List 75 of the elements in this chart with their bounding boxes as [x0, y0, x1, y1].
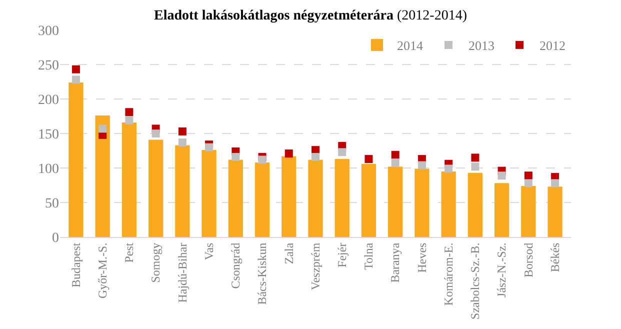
point: [444, 164, 453, 173]
bar: [494, 183, 510, 237]
point: [178, 127, 186, 136]
x-tick-label: Győr-M.-S.: [95, 242, 110, 299]
x-tick-label: Vas: [202, 242, 216, 260]
x-tick-label: Csongrád: [228, 242, 243, 289]
x-tick-label: Budapest: [68, 242, 83, 288]
x-tick-label: Zala: [282, 242, 296, 264]
y-tick-label: 200: [38, 92, 59, 108]
x-tick-label: Pest: [122, 242, 136, 263]
legend-label: 2012: [540, 38, 566, 54]
bar: [468, 172, 483, 237]
point: [524, 179, 532, 188]
bar: [521, 186, 536, 237]
y-tick-label: 300: [38, 24, 59, 39]
bar: [308, 160, 323, 237]
point: [232, 152, 240, 161]
point: [391, 158, 400, 166]
x-tick-label: Tolna: [362, 242, 376, 270]
bar: [175, 145, 190, 237]
bar: [548, 186, 562, 237]
bar: [388, 166, 403, 237]
x-tick-label: Fejér: [335, 242, 350, 268]
point: [498, 172, 506, 180]
point: [364, 155, 373, 164]
point: [391, 150, 400, 159]
x-tick-label: Heves: [414, 242, 429, 273]
point: [524, 172, 532, 180]
bar: [228, 160, 243, 237]
x-tick-label: Veszprém: [308, 242, 322, 290]
point: [152, 130, 160, 138]
bar: [95, 116, 110, 237]
point: [178, 138, 186, 146]
point: [98, 124, 107, 133]
bar: [414, 168, 430, 237]
y-tick-label: 50: [45, 196, 59, 212]
point: [72, 76, 80, 84]
bar: [441, 171, 456, 237]
bar: [122, 122, 137, 237]
y-tick-label: 250: [38, 58, 59, 74]
point: [471, 154, 480, 162]
y-tick-label: 100: [38, 162, 59, 177]
point: [551, 179, 560, 188]
point: [72, 65, 80, 74]
x-tick-label: Békés: [548, 242, 562, 272]
legend-label: 2014: [397, 38, 424, 54]
bar: [202, 150, 216, 237]
y-tick-label: 0: [52, 230, 59, 246]
y-tick-label: 150: [38, 127, 59, 142]
point: [125, 108, 134, 116]
x-tick-label: Borsod: [521, 242, 536, 278]
x-tick-label: Baranya: [388, 242, 402, 283]
point: [258, 156, 266, 164]
bar: [148, 140, 164, 237]
chart-subtitle: (2012-2014): [397, 8, 468, 24]
point: [471, 162, 480, 171]
x-tick-label: Somogy: [148, 242, 163, 283]
bar: [254, 162, 270, 237]
x-tick-label: Bács-Kiskun: [255, 242, 270, 305]
x-tick-label: Hajdú-Bihar: [175, 242, 190, 303]
x-tick-label: Szabolcs-Sz.-B.: [468, 242, 482, 320]
chart-title: Eladott lakásokátlagos négyzetméterára: [154, 8, 394, 24]
bar: [334, 159, 350, 237]
x-tick-label: Komárom-E.: [441, 242, 456, 306]
bar: [282, 156, 296, 237]
point: [338, 148, 346, 156]
legend-label: 2013: [468, 38, 494, 54]
point: [125, 116, 134, 124]
point: [418, 161, 426, 170]
x-tick-label: Jász-N.-Sz.: [494, 242, 509, 298]
point: [205, 143, 214, 152]
point: [284, 150, 293, 158]
bar: [361, 164, 376, 237]
point: [312, 152, 320, 161]
bar: [68, 82, 84, 237]
